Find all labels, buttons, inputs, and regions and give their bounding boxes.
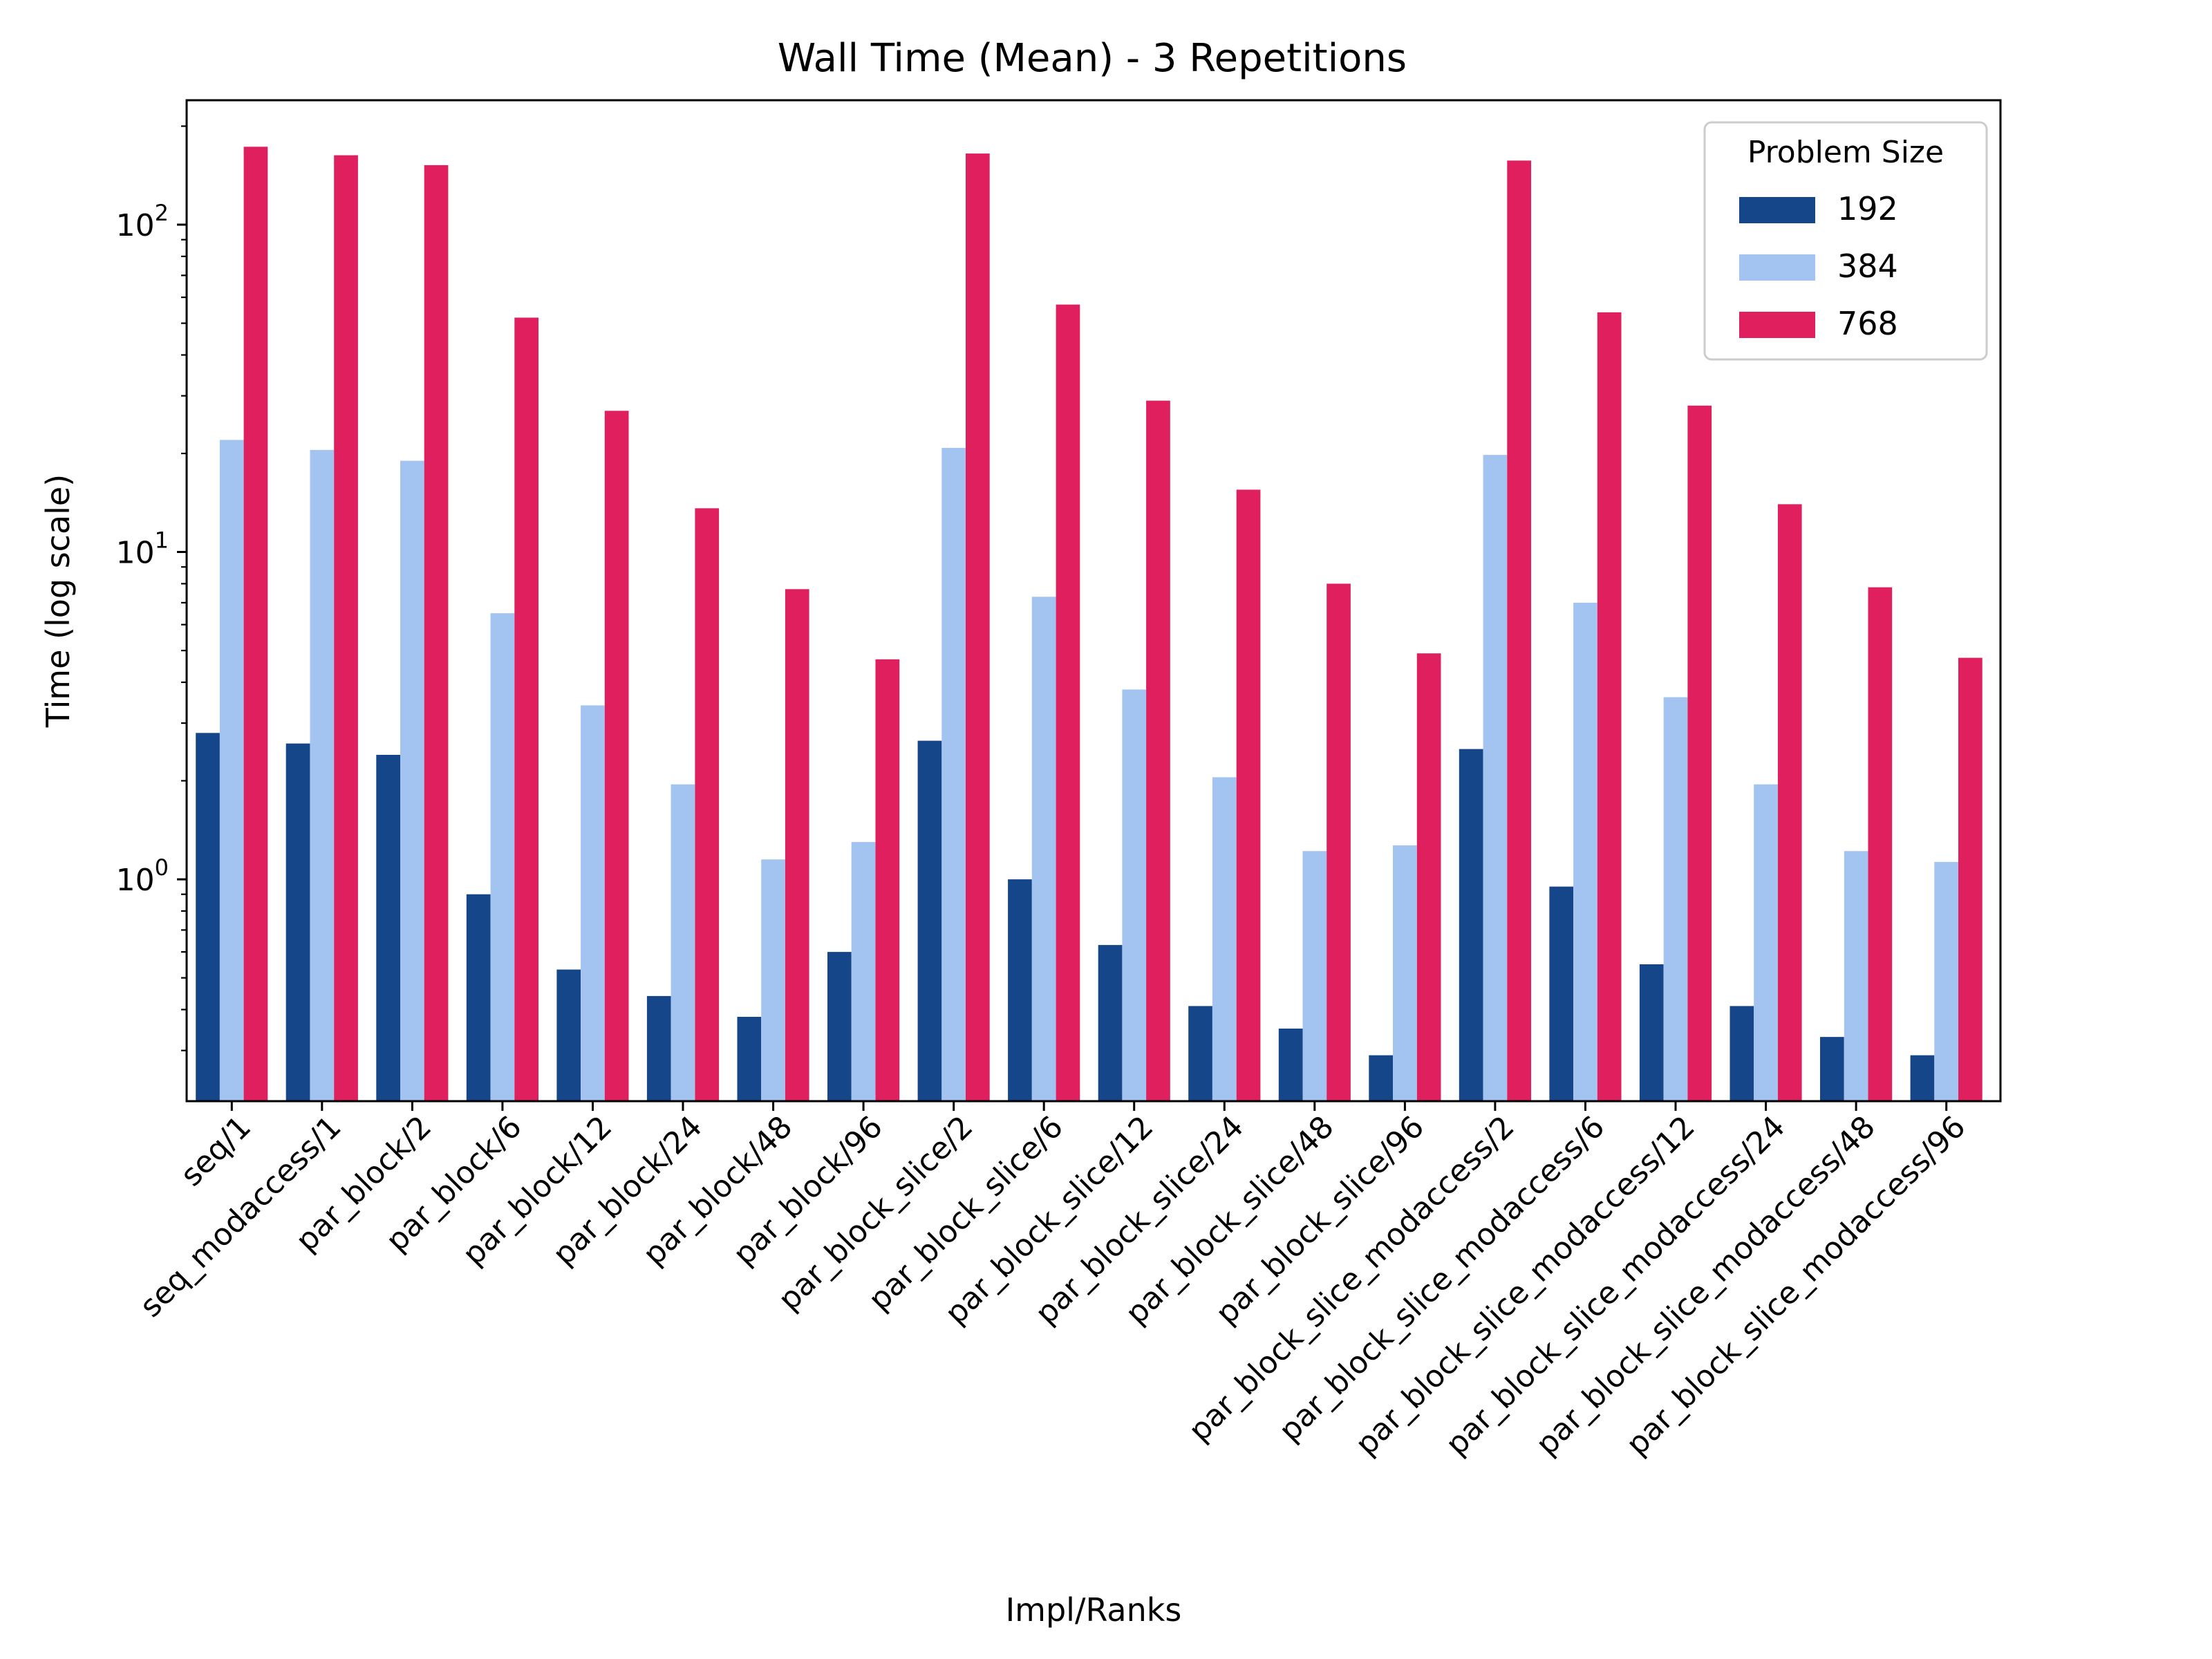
y-axis: 100 101 102	[116, 125, 187, 1051]
bar-192-15	[1549, 886, 1574, 1101]
bar-768-18	[1868, 587, 1893, 1101]
bar-384-16	[1663, 697, 1688, 1101]
bar-192-12	[1278, 1029, 1303, 1101]
bar-768-2	[424, 165, 449, 1101]
bar-192-14	[1459, 749, 1483, 1101]
bar-768-4	[604, 411, 629, 1101]
y-tick-label: 101	[116, 527, 169, 571]
y-tick-label: 102	[116, 200, 169, 243]
bar-768-10	[1146, 400, 1170, 1101]
bar-192-2	[376, 755, 400, 1101]
bar-192-13	[1369, 1055, 1393, 1101]
y-axis-label: Time (log scale)	[39, 474, 77, 728]
bar-768-3	[514, 317, 538, 1101]
bar-768-15	[1597, 312, 1622, 1101]
bar-192-16	[1639, 964, 1664, 1101]
bar-768-19	[1958, 657, 1983, 1101]
legend-swatch-768	[1739, 312, 1815, 338]
bar-768-17	[1777, 504, 1802, 1101]
legend-swatch-384	[1739, 254, 1815, 281]
bar-192-10	[1098, 945, 1123, 1101]
bar-768-13	[1416, 653, 1441, 1101]
bar-768-14	[1507, 160, 1531, 1101]
legend-title: Problem Size	[1747, 135, 1944, 170]
bar-768-1	[334, 155, 358, 1102]
bar-384-6	[761, 859, 785, 1101]
chart-title: Wall Time (Mean) - 3 Repetitions	[778, 36, 1407, 81]
bar-768-8	[966, 153, 990, 1102]
bar-384-3	[490, 613, 515, 1101]
bar-192-18	[1820, 1037, 1844, 1101]
bar-192-4	[556, 969, 581, 1101]
bars-layer	[196, 147, 1983, 1102]
bar-384-19	[1934, 861, 1958, 1101]
bar-384-9	[1031, 597, 1056, 1101]
legend-entries: 192 384 768	[1739, 190, 1898, 342]
bar-384-13	[1393, 845, 1417, 1101]
y-tick-label: 100	[116, 854, 169, 898]
bar-384-15	[1573, 602, 1597, 1101]
bar-384-2	[400, 460, 424, 1101]
bar-768-6	[785, 589, 809, 1101]
bar-384-1	[310, 449, 335, 1101]
bar-384-18	[1844, 851, 1868, 1101]
legend-label-768: 768	[1837, 305, 1898, 342]
bar-384-14	[1483, 455, 1508, 1101]
legend-swatch-192	[1739, 197, 1815, 223]
bar-192-3	[466, 894, 491, 1101]
legend: Problem Size 192 384 768	[1703, 121, 1988, 361]
bar-192-8	[917, 740, 942, 1101]
bar-384-5	[671, 784, 695, 1101]
bar-384-8	[941, 447, 966, 1101]
bar-192-1	[285, 743, 310, 1101]
bar-384-17	[1754, 784, 1778, 1101]
bar-192-9	[1008, 879, 1032, 1101]
bar-384-12	[1302, 851, 1327, 1101]
bar-384-4	[581, 705, 605, 1101]
bar-384-11	[1212, 777, 1237, 1101]
bar-192-11	[1188, 1006, 1212, 1101]
bar-768-16	[1687, 405, 1712, 1101]
bar-768-7	[875, 659, 900, 1101]
legend-box	[1703, 121, 1988, 361]
bar-192-19	[1910, 1055, 1935, 1101]
legend-label-384: 384	[1837, 247, 1898, 285]
bar-384-7	[851, 842, 876, 1101]
plot-area-frame	[185, 99, 2002, 1103]
bar-768-5	[695, 508, 720, 1101]
bar-768-11	[1236, 489, 1261, 1101]
bar-384-0	[219, 440, 244, 1101]
bar-768-12	[1327, 583, 1351, 1101]
bar-192-7	[827, 952, 852, 1101]
x-axis-label: Impl/Ranks	[1006, 1591, 1182, 1629]
bar-768-0	[243, 147, 268, 1101]
bar-384-10	[1122, 689, 1147, 1101]
legend-label-192: 192	[1837, 190, 1898, 227]
bar-192-5	[646, 995, 671, 1101]
bar-192-17	[1730, 1006, 1754, 1101]
bar-192-0	[196, 733, 220, 1101]
bar-192-6	[737, 1017, 762, 1101]
bar-768-9	[1056, 304, 1080, 1102]
